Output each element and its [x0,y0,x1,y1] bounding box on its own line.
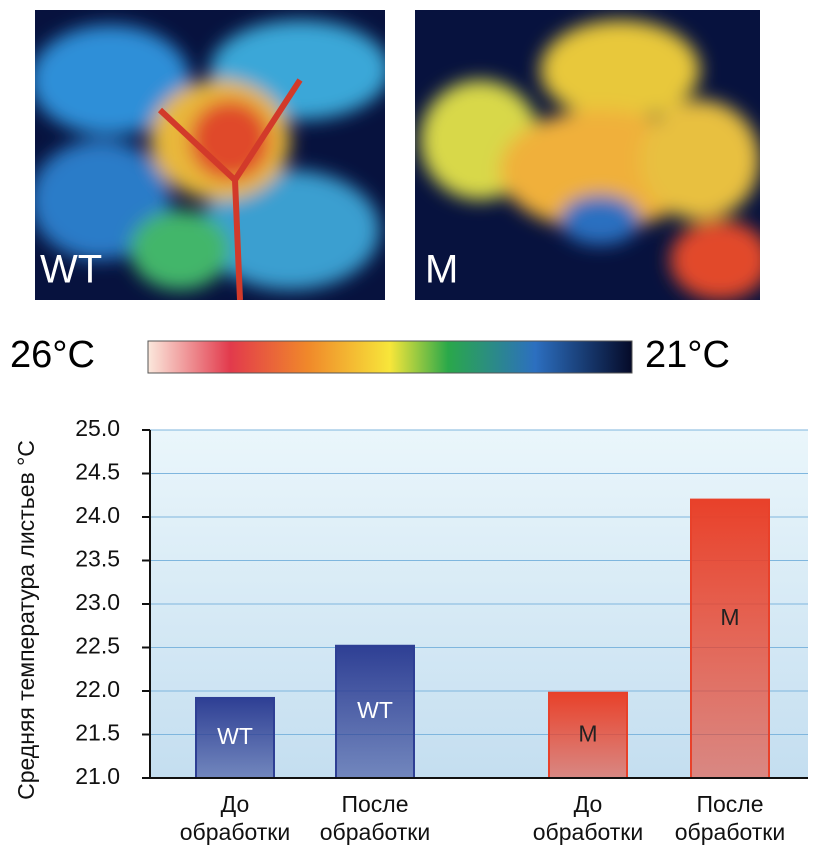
x-tick-label: После обработки [660,790,800,846]
y-tick-label: 22.5 [75,633,120,659]
image-label: WT [40,248,102,292]
chart: WT M 26°C 21°C Средняя температура листь… [0,0,821,859]
figure: WT M 26°C 21°C Средняя температура листь… [0,0,821,859]
x-tick-label: После обработки [305,790,445,846]
y-tick-label: 24.0 [75,502,120,528]
x-tick-label: До обработки [165,790,305,846]
y-tick-label: 23.5 [75,546,120,572]
y-tick-label: 23.0 [75,589,120,615]
thermal-image-m: M [415,10,770,300]
colorbar-max-label: 26°C [10,334,95,376]
bar-label: WT [357,697,393,723]
thermal-image-wt: WT [30,10,390,300]
colorbar-min-label: 21°C [645,334,730,376]
y-tick-label: 25.0 [75,415,120,441]
bar-label: WT [217,723,253,749]
x-tick-label: До обработки [518,790,658,846]
image-label: M [425,248,458,292]
y-tick-label: 21.0 [75,763,120,789]
y-axis-label: Средняя температура листьев °C [13,440,39,800]
bar-label: M [720,604,739,630]
bar [691,500,769,778]
bar-label: M [578,720,597,746]
y-tick-label: 21.5 [75,720,120,746]
y-tick-label: 24.5 [75,459,120,485]
y-tick-label: 22.0 [75,676,120,702]
colorbar [148,341,632,373]
